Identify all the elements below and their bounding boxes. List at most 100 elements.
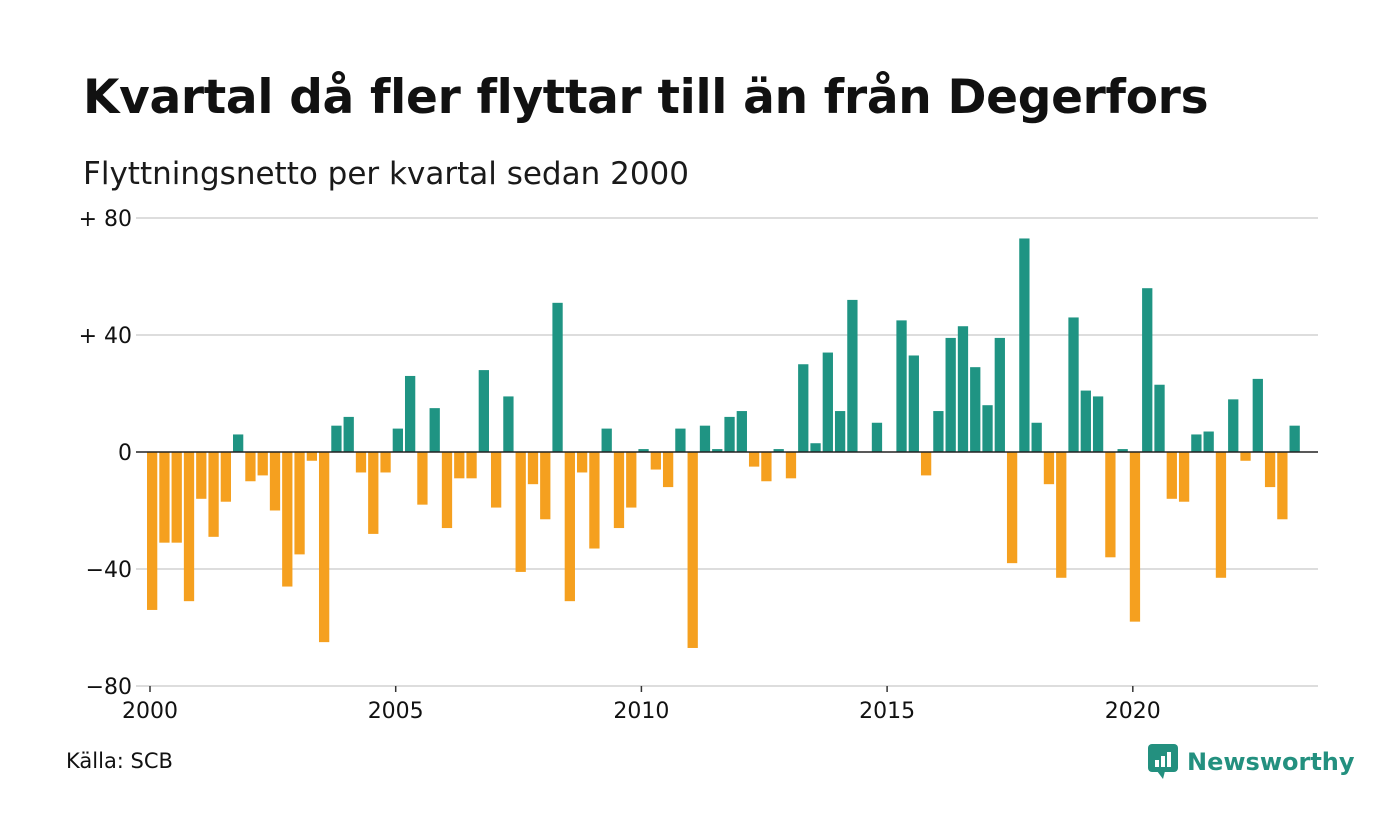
- bar: 2009 Q3: -26: [614, 452, 624, 528]
- bar: 2007 Q3: -41: [516, 452, 526, 572]
- bar: 2002 Q2: -8: [258, 452, 268, 475]
- bar: 2006 Q3: -9: [466, 452, 476, 478]
- newsworthy-logo-icon: [1148, 744, 1178, 780]
- bar: 2004 Q3: -28: [368, 452, 378, 534]
- bar: 2022 Q4: -12: [1265, 452, 1275, 487]
- bar: 2005 Q2: 26: [405, 376, 415, 452]
- bar: 2004 Q4: -7: [380, 452, 390, 472]
- bar: 2005 Q4: 15: [430, 408, 440, 452]
- bar: 2018 Q3: -43: [1056, 452, 1066, 578]
- bar: 2019 Q3: -36: [1105, 452, 1115, 557]
- bar: 2010 Q4: 8: [675, 429, 685, 452]
- bar: 2013 Q4: 34: [823, 353, 833, 452]
- bar: 2010 Q2: -6: [651, 452, 661, 470]
- bar: 2005 Q3: -18: [417, 452, 427, 505]
- bar: 2020 Q3: 23: [1154, 385, 1164, 452]
- bar: 2021 Q1: -17: [1179, 452, 1189, 502]
- bar: 2008 Q2: 51: [552, 303, 562, 452]
- bar: 2003 Q3: -65: [319, 452, 329, 642]
- bar: 2013 Q3: 3: [810, 443, 820, 452]
- bar: 2002 Q3: -20: [270, 452, 280, 511]
- bar: 2006 Q1: -26: [442, 452, 452, 528]
- bar: 2011 Q1: -67: [688, 452, 698, 648]
- bar: 2012 Q1: 14: [737, 411, 747, 452]
- bar: 2002 Q4: -46: [282, 452, 292, 587]
- bar-chart: + 80+ 400−40−80 2000 Q1: -542000 Q2: -31…: [0, 0, 1400, 840]
- bar: 2020 Q4: -16: [1167, 452, 1177, 499]
- bar: 2016 Q2: 39: [946, 338, 956, 452]
- bar: 2004 Q1: 12: [344, 417, 354, 452]
- x-tick-label: 2020: [1105, 699, 1161, 724]
- bar: 2013 Q2: 30: [798, 364, 808, 452]
- bar: 2022 Q2: -3: [1240, 452, 1250, 461]
- x-tick-label: 2005: [368, 699, 424, 724]
- bar: 2017 Q3: -38: [1007, 452, 1017, 563]
- bar: 2008 Q4: -7: [577, 452, 587, 472]
- bar: 2000 Q1: -54: [147, 452, 157, 610]
- bar: 2022 Q1: 18: [1228, 399, 1238, 452]
- bar: 2001 Q2: -29: [208, 452, 218, 537]
- bar: 2018 Q4: 46: [1068, 317, 1078, 452]
- bar: 2005 Q1: 8: [393, 429, 403, 452]
- bar: 2023 Q2: 9: [1290, 426, 1300, 452]
- y-tick-label: −80: [86, 675, 132, 700]
- bar: 2001 Q1: -16: [196, 452, 206, 499]
- bar: 2011 Q4: 12: [724, 417, 734, 452]
- bar: 2014 Q2: 52: [847, 300, 857, 452]
- y-tick-label: + 40: [79, 324, 132, 349]
- bar: 2011 Q2: 9: [700, 426, 710, 452]
- bar: 2002 Q1: -10: [245, 452, 255, 481]
- bar: 2006 Q4: 28: [479, 370, 489, 452]
- bar: 2017 Q2: 39: [995, 338, 1005, 452]
- bar: 2016 Q3: 43: [958, 326, 968, 452]
- bar: 2021 Q4: -43: [1216, 452, 1226, 578]
- bar: 2023 Q1: -23: [1277, 452, 1287, 519]
- bar: 2012 Q3: -10: [761, 452, 771, 481]
- bar: 2018 Q2: -11: [1044, 452, 1054, 484]
- bar: 2017 Q1: 16: [982, 405, 992, 452]
- bar: 2014 Q1: 14: [835, 411, 845, 452]
- source-note: Källa: SCB: [66, 749, 173, 773]
- bar: 2003 Q2: -3: [307, 452, 317, 461]
- bars: 2000 Q1: -542000 Q2: -312000 Q3: -312000…: [147, 238, 1300, 647]
- bar: 2019 Q2: 19: [1093, 396, 1103, 452]
- bar: 2000 Q4: -51: [184, 452, 194, 601]
- bar: 2012 Q2: -5: [749, 452, 759, 467]
- bar: 2006 Q2: -9: [454, 452, 464, 478]
- bar: 2007 Q2: 19: [503, 396, 513, 452]
- bar: 2018 Q1: 10: [1032, 423, 1042, 452]
- bar: 2010 Q3: -12: [663, 452, 673, 487]
- bar: 2008 Q3: -51: [565, 452, 575, 601]
- brand-name: Newsworthy: [1187, 748, 1355, 776]
- bar: 2022 Q3: 25: [1253, 379, 1263, 452]
- bar: 2016 Q1: 14: [933, 411, 943, 452]
- bar: 2003 Q1: -35: [294, 452, 304, 554]
- x-tick-label: 2010: [613, 699, 669, 724]
- bar: 2007 Q4: -11: [528, 452, 538, 484]
- bar: 2004 Q2: -7: [356, 452, 366, 472]
- bar: 2021 Q3: 7: [1204, 432, 1214, 452]
- bar: 2001 Q4: 6: [233, 434, 243, 452]
- bar: 2009 Q2: 8: [602, 429, 612, 452]
- bar: 2015 Q4: -8: [921, 452, 931, 475]
- bar: 2009 Q4: -19: [626, 452, 636, 508]
- bar: 2014 Q4: 10: [872, 423, 882, 452]
- y-tick-label: −40: [86, 558, 132, 583]
- y-tick-label: 0: [118, 441, 132, 466]
- bar: 2008 Q1: -23: [540, 452, 550, 519]
- brand-logo[interactable]: Newsworthy: [1148, 744, 1355, 780]
- bar: 2000 Q3: -31: [172, 452, 182, 543]
- bar: 2013 Q1: -9: [786, 452, 796, 478]
- bar: 2003 Q4: 9: [331, 426, 341, 452]
- bar: 2019 Q1: 21: [1081, 391, 1091, 452]
- y-axis-ticks: + 80 + 40 0 −40 −80: [79, 207, 132, 700]
- bar: 2015 Q2: 45: [896, 320, 906, 452]
- bar: 2000 Q2: -31: [159, 452, 169, 543]
- bar: 2020 Q2: 56: [1142, 288, 1152, 452]
- bar: 2007 Q1: -19: [491, 452, 501, 508]
- bar: 2001 Q3: -17: [221, 452, 231, 502]
- bar: 2015 Q3: 33: [909, 355, 919, 452]
- bar: 2016 Q4: 29: [970, 367, 980, 452]
- bar: 2021 Q2: 6: [1191, 434, 1201, 452]
- x-tick-label: 2015: [859, 699, 915, 724]
